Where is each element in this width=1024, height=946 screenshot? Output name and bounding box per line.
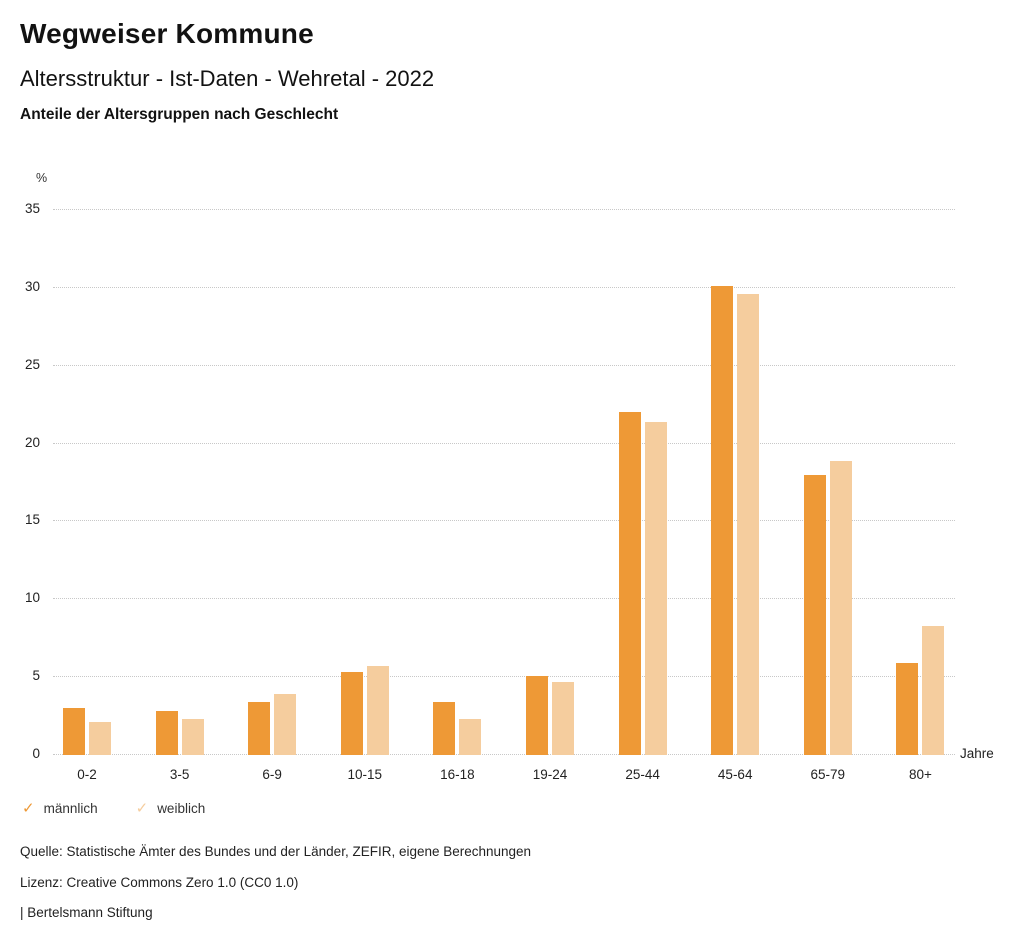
bar-weiblich-80+[interactable] xyxy=(922,625,945,755)
x-tick-label: 10-15 xyxy=(347,767,383,782)
y-axis-unit-label: % xyxy=(36,171,48,185)
bar-weiblich-6-9[interactable] xyxy=(274,694,297,755)
legend-label-weiblich: weiblich xyxy=(157,801,206,816)
bar-maennlich-0-2[interactable] xyxy=(63,708,85,755)
gridline xyxy=(53,286,955,288)
x-tick-label: 45-64 xyxy=(717,767,753,782)
bar-maennlich-16-18[interactable] xyxy=(433,702,456,755)
y-tick-label: 10 xyxy=(24,590,40,606)
y-tick-label: 35 xyxy=(24,201,40,216)
bar-maennlich-25-44[interactable] xyxy=(618,412,641,755)
source-note: Quelle: Statistische Ämter des Bundes un… xyxy=(20,844,532,859)
y-tick-label: 15 xyxy=(24,512,40,528)
gridline xyxy=(53,442,955,444)
y-tick-label: 0 xyxy=(32,746,40,761)
bar-weiblich-3-5[interactable] xyxy=(181,719,204,755)
plot-area: 0-2 3-5 6-9 10-15 16-18 19-24 25-44 45-64 65-79 8… xyxy=(53,209,955,782)
license-note: Lizenz: Creative Commons Zero 1.0 (CC0 1… xyxy=(20,875,299,890)
legend-item-maennlich[interactable]: ✓ männlich xyxy=(22,801,98,816)
gridline xyxy=(53,754,955,755)
x-axis-unit-label: Jahre xyxy=(960,746,994,761)
gridline xyxy=(53,676,955,678)
legend-label-maennlich: männlich xyxy=(43,801,98,816)
chart-title: Altersstruktur - Ist-Daten - Wehretal - … xyxy=(20,66,435,91)
y-tick-label: 30 xyxy=(24,278,40,294)
bar-maennlich-19-24[interactable] xyxy=(526,675,548,755)
gridline xyxy=(53,209,955,210)
x-tick-label: 19-24 xyxy=(532,767,568,782)
x-tick-label: 25-44 xyxy=(625,767,660,782)
gridline xyxy=(53,364,955,366)
bar-maennlich-10-15[interactable] xyxy=(340,672,363,755)
y-tick-label: 25 xyxy=(24,356,40,372)
checkmark-icon: ✓ xyxy=(135,800,149,817)
bar-maennlich-65-79[interactable] xyxy=(803,474,826,755)
bar-maennlich-6-9[interactable] xyxy=(248,702,271,755)
bar-maennlich-80+[interactable] xyxy=(896,663,919,755)
x-tick-label: 65-79 xyxy=(810,767,846,782)
attribution-note: | Bertelsmann Stiftung xyxy=(20,905,153,920)
x-tick-label: 6-9 xyxy=(262,767,282,782)
bar-maennlich-3-5[interactable] xyxy=(155,711,178,755)
x-tick-label: 80+ xyxy=(908,767,932,782)
x-tick-label: 16-18 xyxy=(440,767,475,782)
gridline xyxy=(53,520,955,522)
bar-weiblich-65-79[interactable] xyxy=(829,460,852,755)
checkmark-icon: ✓ xyxy=(22,800,35,817)
y-tick-label: 5 xyxy=(32,668,40,684)
chart-subtitle: Anteile der Altersgruppen nach Geschlech… xyxy=(20,106,339,123)
y-tick-label: 20 xyxy=(24,434,40,450)
x-tick-label: 3-5 xyxy=(169,767,190,782)
app-title: Wegweiser Kommune xyxy=(20,18,314,49)
bar-weiblich-0-2[interactable] xyxy=(89,722,111,755)
x-tick-label: 0-2 xyxy=(77,767,97,782)
gridline xyxy=(53,598,955,600)
legend-item-weiblich[interactable]: ✓ weiblich xyxy=(136,801,206,816)
bar-weiblich-10-15[interactable] xyxy=(366,666,389,755)
bar-weiblich-45-64[interactable] xyxy=(737,294,760,755)
bar-weiblich-25-44[interactable] xyxy=(644,421,667,755)
bar-maennlich-45-64[interactable] xyxy=(711,286,734,755)
bar-weiblich-19-24[interactable] xyxy=(552,681,574,755)
bar-weiblich-16-18[interactable] xyxy=(459,719,482,755)
legend: ✓ männlich ✓ weiblich xyxy=(22,801,205,816)
